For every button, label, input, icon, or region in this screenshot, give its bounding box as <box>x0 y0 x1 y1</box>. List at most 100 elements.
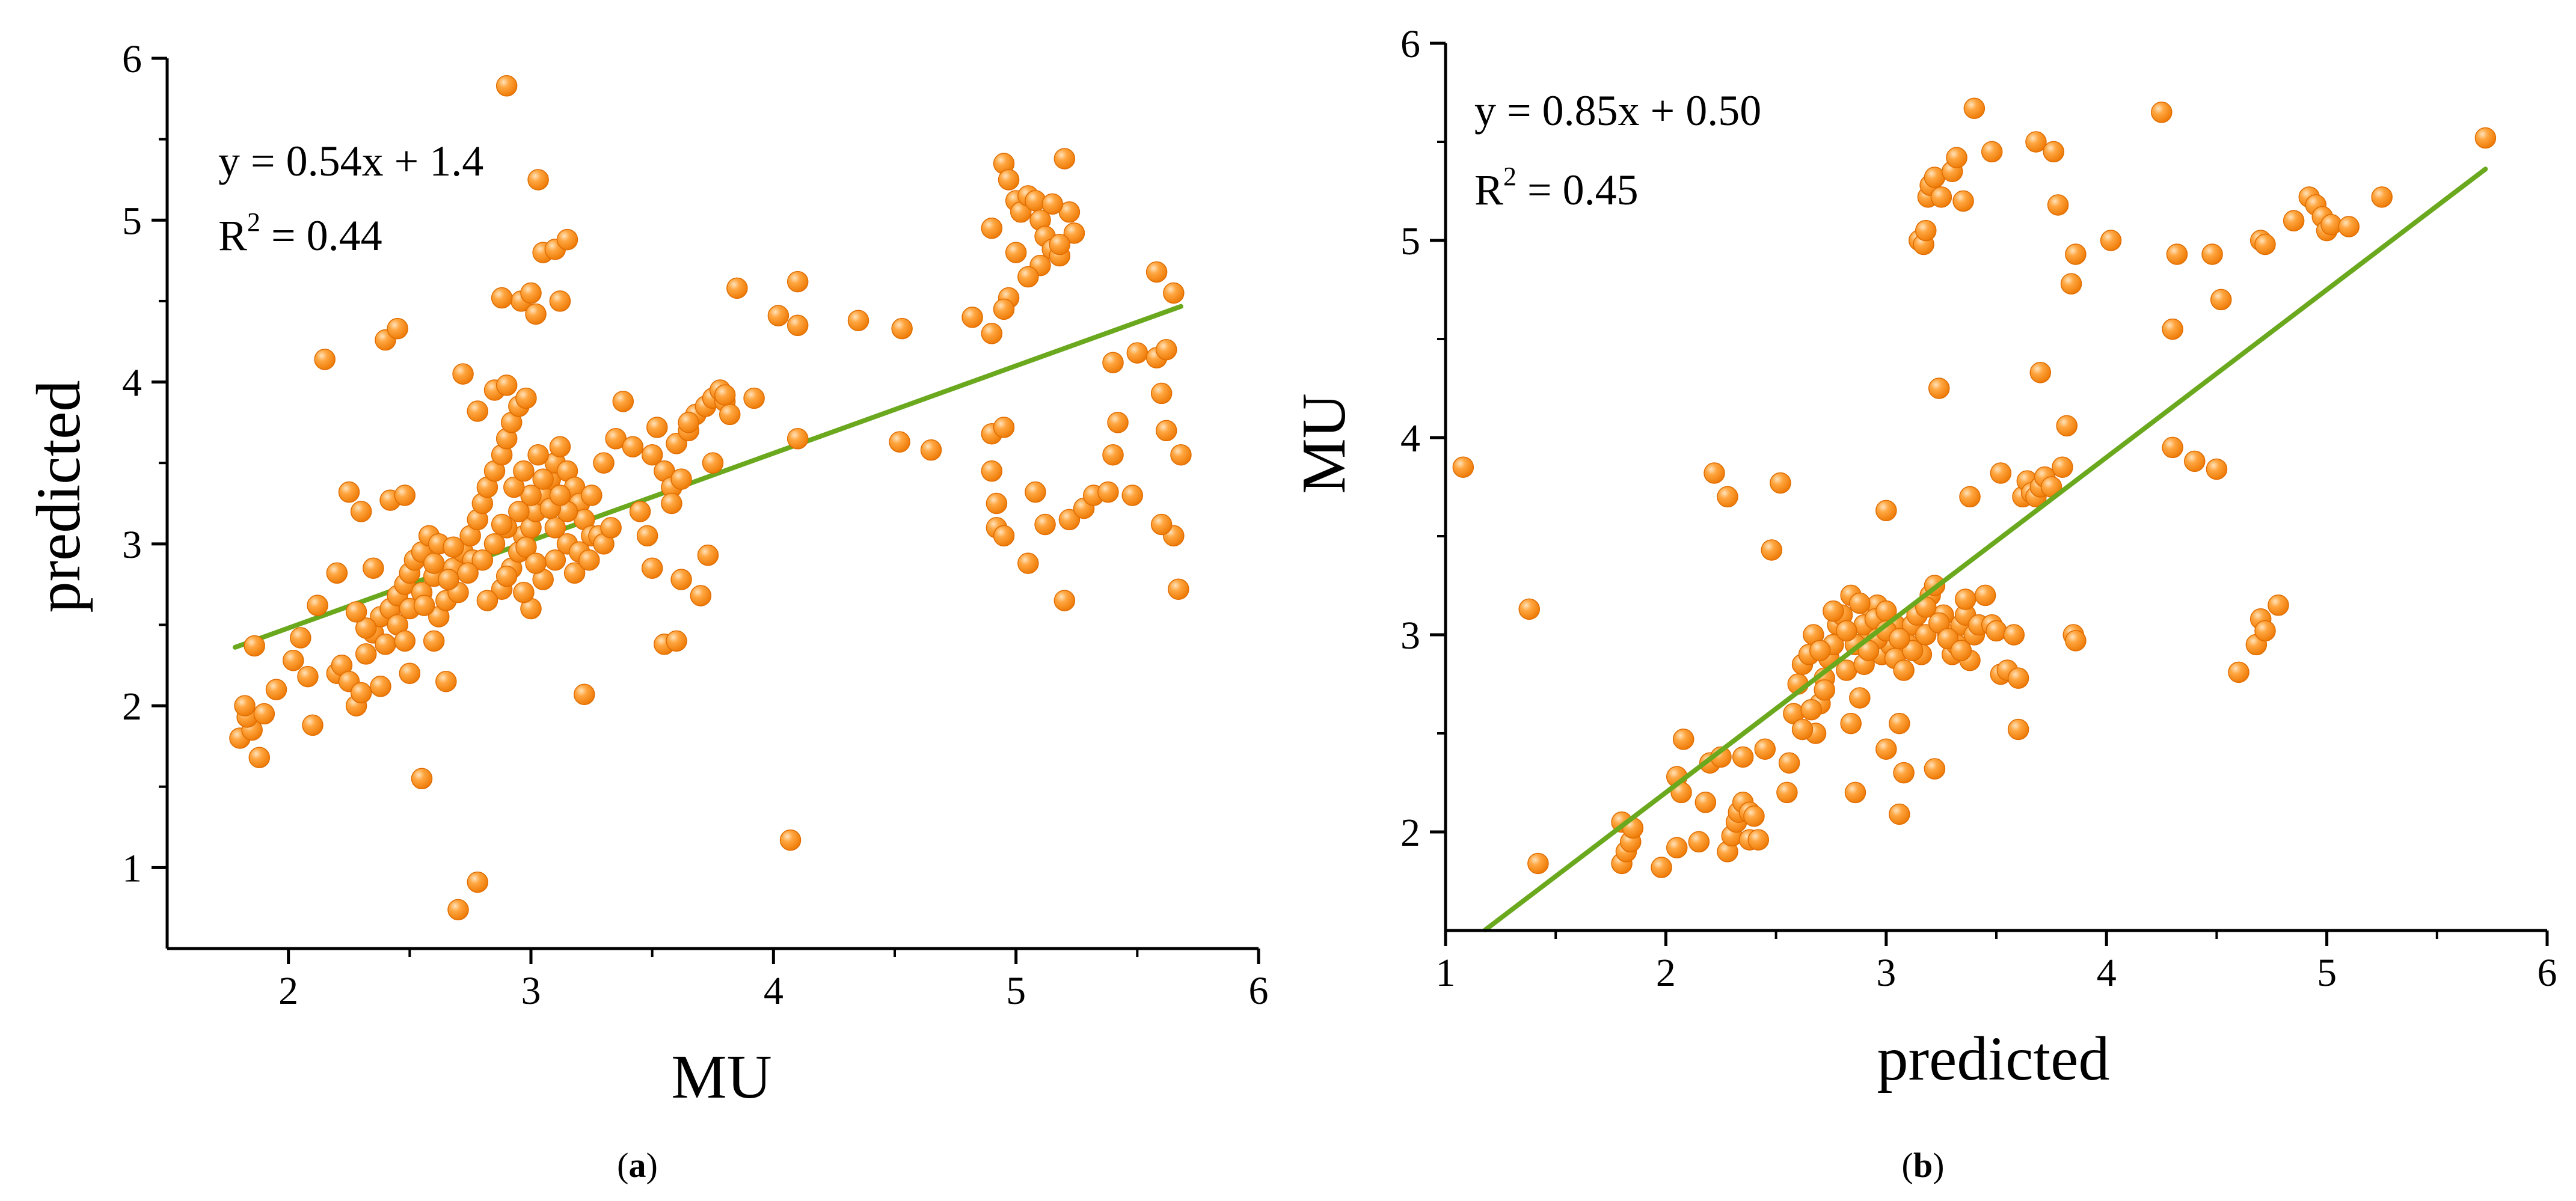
panel-b-data-point <box>2474 127 2497 149</box>
panel-a-data-point <box>998 169 1020 191</box>
panel-b-data-point <box>1889 803 1910 825</box>
panel-a-data-point <box>847 310 869 331</box>
panel-a-data-point <box>234 695 256 717</box>
panel-b-data-point <box>2268 594 2289 616</box>
panel-a-data-point <box>787 270 809 293</box>
panel-b-y-tick-label: 5 <box>1400 219 1420 263</box>
panel-a-data-point <box>1170 444 1192 466</box>
panel-a-data-point <box>981 460 1003 482</box>
panel-a-data-point <box>399 662 421 684</box>
panel-b-points <box>1452 97 2497 878</box>
panel-b-data-point <box>1778 752 1800 774</box>
panel-b-data-point <box>2065 630 2087 652</box>
panel-a-data-point <box>1041 193 1063 215</box>
panel-a-data-point <box>375 634 396 655</box>
panel-a-y-axis-label: predicted <box>24 380 93 613</box>
panel-b-x-tick-label: 3 <box>1876 951 1896 995</box>
panel-b-data-point <box>1761 539 1783 561</box>
panel-b-data-point <box>1672 729 1694 750</box>
panel-a-chart: 2 3 4 5 6 1 2 3 4 5 6 y = 0.54x + 1.4 R2 = 0.44 MU… <box>24 37 1269 1185</box>
panel-a-data-point <box>476 590 498 611</box>
panel-b-data-point <box>1849 687 1871 709</box>
panel-b-data-point <box>2162 436 2183 459</box>
panel-b-data-point <box>1747 829 1770 851</box>
panel-a-data-point <box>581 484 603 506</box>
panel-b-data-point <box>2283 210 2305 231</box>
panel-a-y-tick-label: 3 <box>122 523 142 567</box>
panel-a-data-point <box>423 552 445 574</box>
panel-a-data-point <box>787 314 809 337</box>
panel-b-data-point <box>2100 230 2122 251</box>
panel-a-data-point <box>302 714 324 736</box>
panel-a-data-point <box>491 513 513 536</box>
panel-a-data-point <box>1150 513 1173 536</box>
panel-a-data-point <box>350 682 372 704</box>
panel-b-data-point <box>1875 500 1897 522</box>
panel-b-x-tick-label: 4 <box>2097 951 2117 995</box>
panel-b-data-point <box>1990 462 2012 484</box>
panel-a-x-axis-label: MU <box>671 1042 772 1111</box>
panel-a-data-point <box>282 649 304 671</box>
panel-b-data-point <box>2254 233 2276 255</box>
panel-b-equation: y = 0.85x + 0.50 <box>1474 87 1761 135</box>
panel-b-fit-line-group <box>1482 167 2488 933</box>
panel-a-data-point <box>527 169 549 191</box>
panel-a-data-point <box>363 557 384 579</box>
panel-b-data-point <box>2007 718 2029 741</box>
panel-a-data-point <box>600 517 622 539</box>
panel-a-points <box>229 75 1192 921</box>
panel-a-data-point <box>1150 382 1173 405</box>
panel-a-data-point <box>993 298 1015 320</box>
panel-b-chart: 1 2 3 4 5 6 2 3 4 5 6 y = 0.85x + 0.50 R2 = 0.45 p… <box>1289 22 2557 1185</box>
panel-b-data-point <box>1889 628 1910 650</box>
panel-b-data-point <box>1717 486 1738 508</box>
panel-a-data-point <box>612 391 634 412</box>
panel-b-data-point <box>1809 640 1831 661</box>
panel-b-data-point <box>2007 667 2029 689</box>
panel-a-data-point <box>1155 420 1177 442</box>
panel-b-data-point <box>2003 624 2025 646</box>
panel-a-data-point <box>993 417 1015 438</box>
panel-b-x-axis-label: predicted <box>1877 1024 2110 1093</box>
panel-b-data-point <box>1666 837 1688 858</box>
panel-a-data-point <box>491 287 513 309</box>
panel-a-data-point <box>355 617 377 639</box>
panel-a-data-point <box>411 768 433 790</box>
panel-a-data-point <box>1126 342 1148 364</box>
panel-b-data-point <box>1776 781 1798 804</box>
panel-a-data-point <box>641 557 663 579</box>
panel-a-data-point <box>314 349 336 370</box>
panel-b-data-point <box>1651 857 1672 878</box>
panel-a-data-point <box>495 75 518 97</box>
panel-a-data-point <box>338 481 360 503</box>
panel-a-data-point <box>443 536 464 558</box>
panel-b-data-point <box>1518 598 1540 620</box>
panel-b-data-point <box>1946 147 1967 168</box>
panel-a-x-tick-label: 6 <box>1249 969 1269 1013</box>
panel-a-data-point <box>1017 552 1039 574</box>
panel-a-data-point <box>1049 233 1071 255</box>
panel-a-data-point <box>981 217 1003 239</box>
panel-b-data-point <box>2206 458 2228 480</box>
panel-a-data-point <box>307 594 328 616</box>
panel-a-data-point <box>495 374 518 396</box>
panel-a-data-point <box>423 630 445 652</box>
panel-b-y-tick-label: 6 <box>1400 22 1420 66</box>
panel-a-data-point <box>1053 148 1076 170</box>
panel-b-data-point <box>2254 620 2276 642</box>
panel-b-data-point <box>2162 318 2183 340</box>
panel-a-data-point <box>525 552 547 574</box>
panel-b-data-point <box>1754 738 1776 760</box>
panel-a-data-point <box>467 400 489 422</box>
panel-a-data-point <box>573 683 595 705</box>
panel-b-fit-line <box>1482 167 2488 933</box>
panel-b-data-point <box>1928 377 1950 399</box>
panel-a-data-point <box>961 307 983 328</box>
panel-a-data-point <box>670 569 692 590</box>
panel-a-data-point <box>413 594 435 616</box>
panel-b-data-point <box>1732 746 1754 768</box>
panel-a-data-point <box>370 676 391 697</box>
panel-a-y-tick-label: 5 <box>122 199 142 243</box>
panel-a-data-point <box>435 670 457 692</box>
panel-a-data-point <box>1058 509 1081 531</box>
